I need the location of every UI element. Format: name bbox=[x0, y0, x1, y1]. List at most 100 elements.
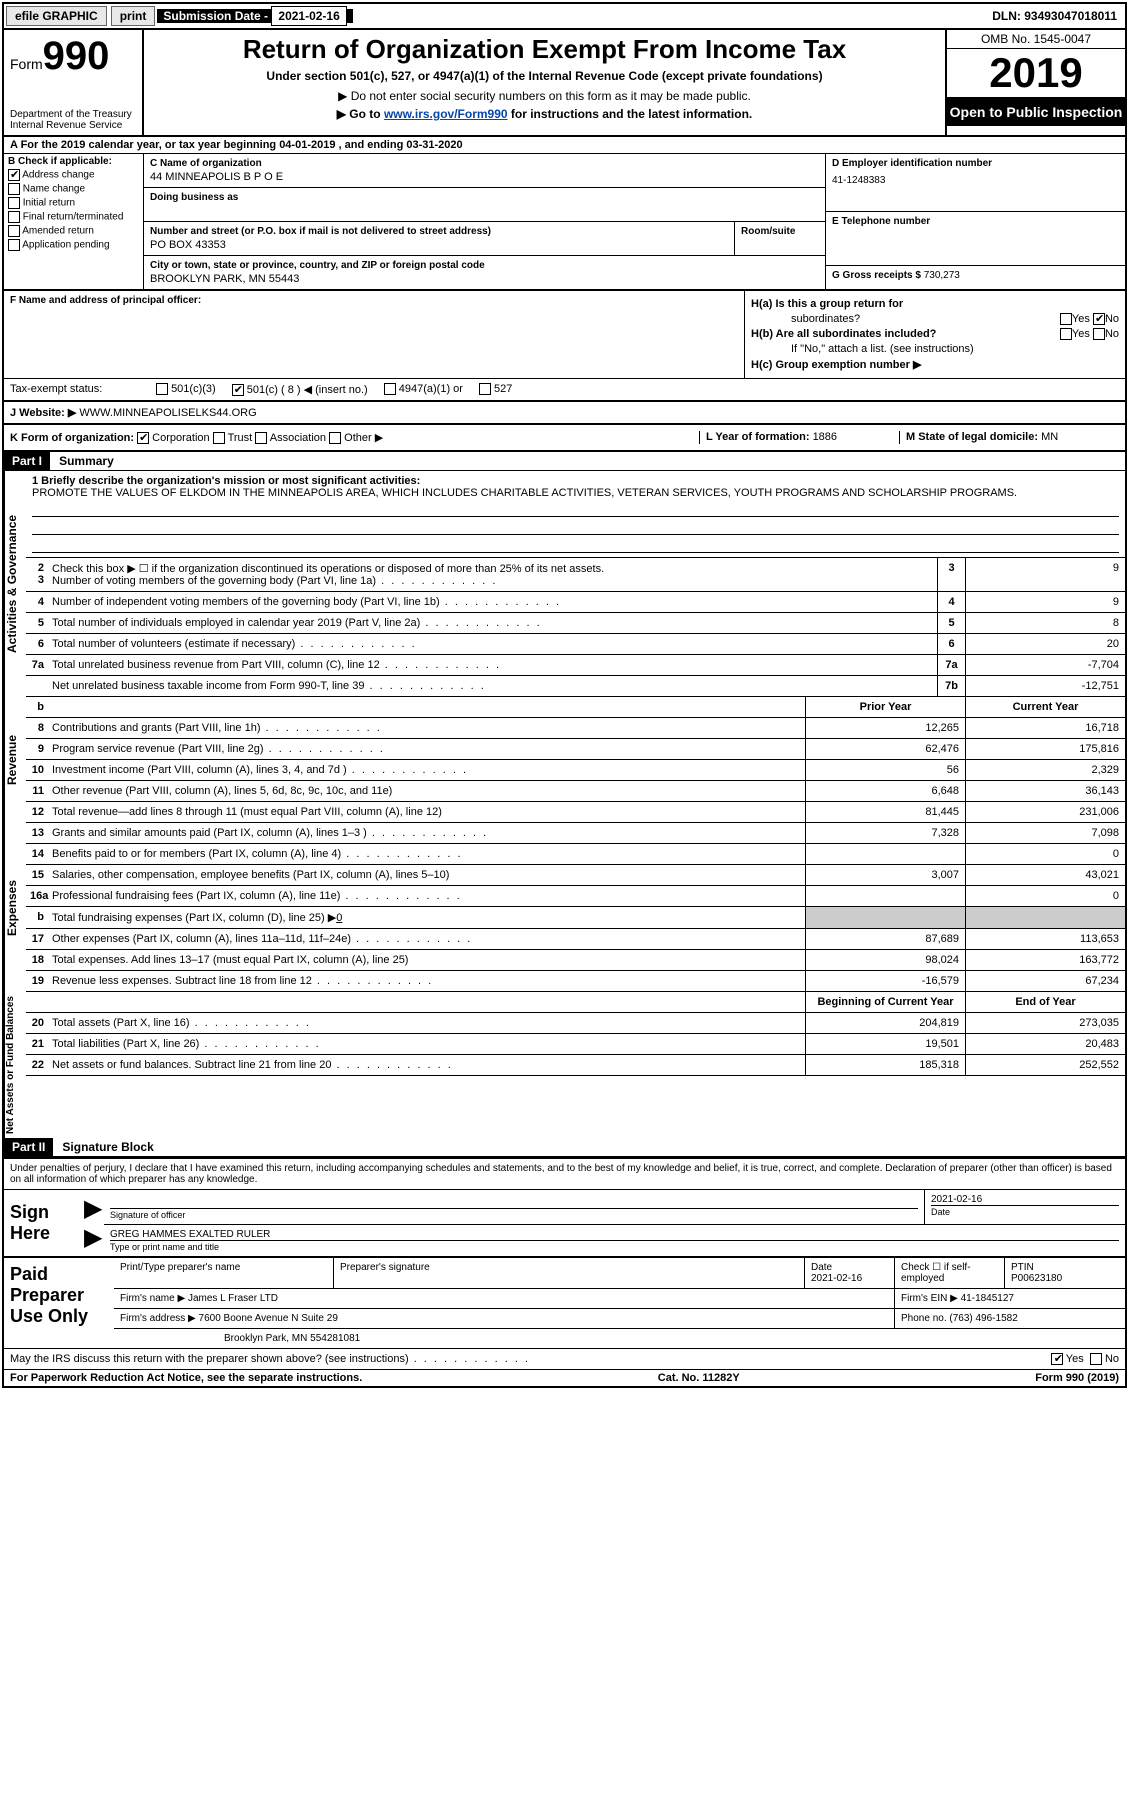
v6: 20 bbox=[965, 634, 1125, 654]
efile-graphic-button[interactable]: efile GRAPHIC bbox=[6, 6, 107, 26]
l1-label: 1 Briefly describe the organization's mi… bbox=[32, 475, 420, 487]
checkbox-icon[interactable] bbox=[1093, 313, 1105, 325]
form-word: Form bbox=[10, 56, 43, 72]
p21: 19,501 bbox=[805, 1034, 965, 1054]
chk-address-change[interactable]: Address change bbox=[8, 169, 139, 181]
chk-501c3[interactable]: 501(c)(3) bbox=[156, 383, 216, 396]
checkbox-icon[interactable] bbox=[137, 432, 149, 444]
part2-badge: Part II bbox=[4, 1138, 53, 1156]
shade-cell bbox=[805, 907, 965, 928]
mission-text: PROMOTE THE VALUES OF ELKDOM IN THE MINN… bbox=[32, 487, 1119, 499]
section-revenue: Revenue bPrior YearCurrent Year 8Contrib… bbox=[4, 697, 1125, 823]
line21: 21Total liabilities (Part X, line 26)19,… bbox=[26, 1034, 1125, 1055]
v7a: -7,704 bbox=[965, 655, 1125, 675]
tel-cell: E Telephone number bbox=[826, 212, 1125, 266]
prep-row2: Firm's name ▶ James L Fraser LTD Firm's … bbox=[114, 1289, 1125, 1309]
irs-link[interactable]: www.irs.gov/Form990 bbox=[384, 107, 508, 121]
checkbox-icon[interactable] bbox=[213, 432, 225, 444]
sig-date-cell: 2021-02-16 Date bbox=[925, 1190, 1125, 1224]
end-year-hdr: End of Year bbox=[965, 992, 1125, 1012]
open-public: Open to Public Inspection bbox=[947, 98, 1125, 126]
c19: 67,234 bbox=[965, 971, 1125, 991]
p16a bbox=[805, 886, 965, 906]
l-cell: L Year of formation: 1886 bbox=[699, 431, 899, 444]
block-fh: F Name and address of principal officer:… bbox=[4, 291, 1125, 379]
checkbox-icon[interactable] bbox=[1060, 328, 1072, 340]
footer-left: For Paperwork Reduction Act Notice, see … bbox=[10, 1372, 362, 1384]
dba-row: Doing business as bbox=[144, 188, 825, 222]
discuss-answer: Yes No bbox=[959, 1353, 1119, 1365]
part2-title: Signature Block bbox=[56, 1138, 159, 1156]
print-button[interactable]: print bbox=[111, 6, 156, 26]
checkbox-icon bbox=[8, 169, 20, 181]
submission-label: Submission Date - 2021-02-16 bbox=[157, 9, 352, 23]
sig-row2: GREG HAMMES EXALTED RULER Type or print … bbox=[104, 1225, 1125, 1256]
chk-amended[interactable]: Amended return bbox=[8, 225, 139, 237]
room-label: Room/suite bbox=[741, 226, 819, 237]
checkbox-icon[interactable] bbox=[1060, 313, 1072, 325]
checkbox-icon[interactable] bbox=[255, 432, 267, 444]
hb-row: H(b) Are all subordinates included? Yes … bbox=[751, 328, 1119, 340]
sign-fields: Signature of officer 2021-02-16 Date GRE… bbox=[104, 1190, 1125, 1256]
chk-527[interactable]: 527 bbox=[479, 383, 512, 396]
chk-4947[interactable]: 4947(a)(1) or bbox=[384, 383, 463, 396]
l17-text: Other expenses (Part IX, column (A), lin… bbox=[48, 929, 805, 949]
chk-501c[interactable]: 501(c) ( 8 ) ◀ (insert no.) bbox=[232, 383, 368, 396]
hc-row: H(c) Group exemption number ▶ bbox=[751, 358, 1119, 371]
footer-right: Form 990 (2019) bbox=[1035, 1372, 1119, 1384]
v5: 8 bbox=[965, 613, 1125, 633]
l18-text: Total expenses. Add lines 13–17 (must eq… bbox=[48, 950, 805, 970]
goto-post: for instructions and the latest informat… bbox=[508, 107, 753, 121]
checkbox-icon[interactable] bbox=[1090, 1353, 1102, 1365]
side-expenses: Expenses bbox=[4, 823, 26, 992]
chk-app-pending[interactable]: Application pending bbox=[8, 239, 139, 251]
checkbox-icon[interactable] bbox=[1051, 1353, 1063, 1365]
c21: 20,483 bbox=[965, 1034, 1125, 1054]
line5: 5Total number of individuals employed in… bbox=[26, 613, 1125, 634]
net-header-row: Beginning of Current YearEnd of Year bbox=[26, 992, 1125, 1013]
c16a: 0 bbox=[965, 886, 1125, 906]
l8-text: Contributions and grants (Part VIII, lin… bbox=[48, 718, 805, 738]
p17: 87,689 bbox=[805, 929, 965, 949]
chk-name-change[interactable]: Name change bbox=[8, 183, 139, 195]
side-revenue: Revenue bbox=[4, 697, 26, 823]
c8: 16,718 bbox=[965, 718, 1125, 738]
ein-cell: D Employer identification number 41-1248… bbox=[826, 154, 1125, 212]
chk-final[interactable]: Final return/terminated bbox=[8, 211, 139, 223]
b-header: B Check if applicable: bbox=[8, 156, 139, 167]
k-cell: K Form of organization: Corporation Trus… bbox=[10, 431, 699, 444]
checkbox-icon[interactable] bbox=[329, 432, 341, 444]
line-j: J Website: ▶ WWW.MINNEAPOLISELKS44.ORG bbox=[4, 402, 1125, 425]
prep-sig-label: Preparer's signature bbox=[334, 1258, 805, 1288]
checkbox-icon[interactable] bbox=[1093, 328, 1105, 340]
sig-date: 2021-02-16 bbox=[931, 1194, 1119, 1205]
c9: 175,816 bbox=[965, 739, 1125, 759]
prep-row1: Print/Type preparer's name Preparer's si… bbox=[114, 1258, 1125, 1289]
ptin-label: PTIN bbox=[1011, 1262, 1034, 1273]
year-formation: 1886 bbox=[813, 431, 837, 443]
note-goto: ▶ Go to www.irs.gov/Form990 for instruct… bbox=[152, 107, 937, 121]
c22: 252,552 bbox=[965, 1055, 1125, 1075]
l22-text: Net assets or fund balances. Subtract li… bbox=[48, 1055, 805, 1075]
checkbox-icon bbox=[384, 383, 396, 395]
m-label: M State of legal domicile: bbox=[906, 431, 1041, 443]
part2-header: Part II Signature Block bbox=[4, 1138, 1125, 1157]
501c3-label: 501(c)(3) bbox=[171, 383, 216, 395]
527-label: 527 bbox=[494, 383, 512, 395]
dept-treasury: Department of the Treasury bbox=[10, 109, 136, 120]
ptin: P00623180 bbox=[1011, 1273, 1062, 1284]
yes-label: Yes bbox=[1066, 1353, 1084, 1365]
line22: 22Net assets or fund balances. Subtract … bbox=[26, 1055, 1125, 1076]
gross-label: G Gross receipts $ bbox=[832, 270, 924, 281]
4947-label: 4947(a)(1) or bbox=[399, 383, 463, 395]
beg-year-hdr: Beginning of Current Year bbox=[805, 992, 965, 1012]
name-title-label: Type or print name and title bbox=[110, 1240, 1119, 1252]
website-label: J Website: ▶ bbox=[10, 407, 79, 419]
section-activities: Activities & Governance 1 Briefly descri… bbox=[4, 471, 1125, 697]
block-bcdeg: B Check if applicable: Address change Na… bbox=[4, 154, 1125, 291]
p8: 12,265 bbox=[805, 718, 965, 738]
line1: 1 Briefly describe the organization's mi… bbox=[26, 471, 1125, 558]
prep-row3: Firm's address ▶ 7600 Boone Avenue N Sui… bbox=[114, 1309, 1125, 1329]
chk-initial[interactable]: Initial return bbox=[8, 197, 139, 209]
signature-block: Under penalties of perjury, I declare th… bbox=[4, 1157, 1125, 1386]
